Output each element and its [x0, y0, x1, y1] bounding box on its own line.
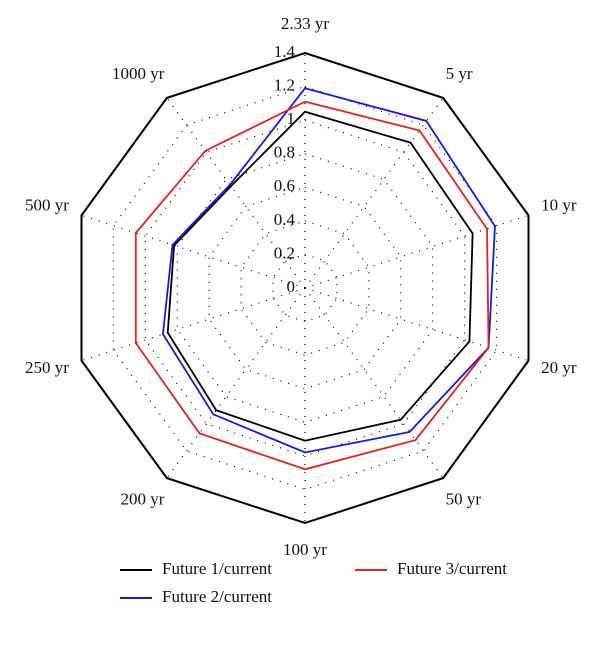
- outer-ring: [80, 51, 530, 525]
- category-label: 100 yr: [283, 540, 327, 559]
- category-label: 1000 yr: [112, 64, 165, 83]
- r-tick-label: 1.2: [274, 75, 295, 94]
- r-tick-label: 0.4: [274, 210, 296, 229]
- category-label: 500 yr: [25, 196, 69, 215]
- r-tick-label: 0: [287, 277, 296, 296]
- category-label: 10 yr: [541, 196, 577, 215]
- series-line: [161, 87, 496, 454]
- spoke: [166, 287, 306, 479]
- r-tick-label: 0.8: [274, 143, 295, 162]
- r-tick-label: 0.6: [274, 176, 295, 195]
- series-line: [134, 100, 490, 471]
- spoke: [304, 287, 529, 362]
- spoke: [304, 287, 444, 479]
- category-label: 50 yr: [446, 490, 482, 509]
- legend-label: Future 1/current: [162, 559, 272, 578]
- category-label: 20 yr: [541, 358, 577, 377]
- category-label: 250 yr: [25, 358, 69, 377]
- spoke: [81, 287, 306, 362]
- spoke: [304, 97, 444, 289]
- r-tick-label: 1: [287, 109, 296, 128]
- series-line: [166, 110, 474, 442]
- r-tick-label: 0.2: [274, 243, 295, 262]
- category-label: 2.33 yr: [281, 14, 330, 33]
- legend-label: Future 2/current: [162, 587, 272, 606]
- legend-label: Future 3/current: [397, 559, 507, 578]
- grid-ring: [144, 119, 466, 457]
- category-label: 5 yr: [446, 64, 473, 83]
- r-tick-label: 1.4: [274, 42, 296, 61]
- category-label: 200 yr: [120, 490, 164, 509]
